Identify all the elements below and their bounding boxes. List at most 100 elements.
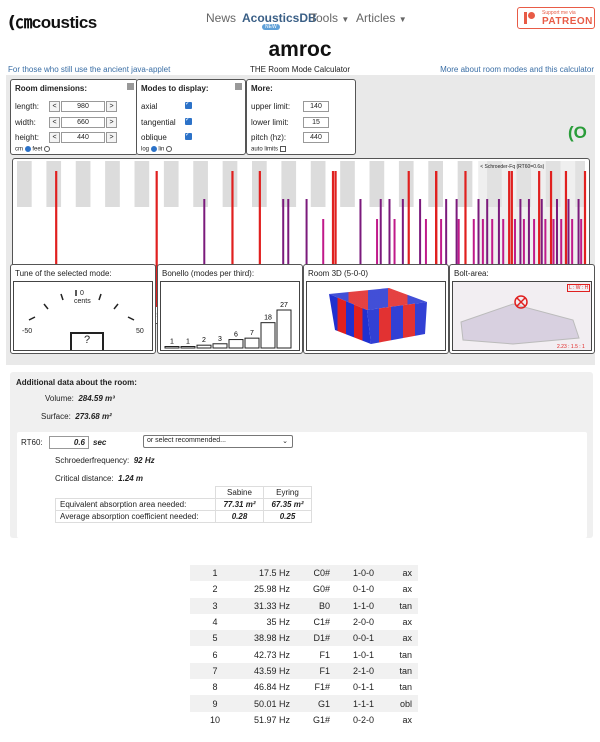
length-decrease-button[interactable]: < [49, 101, 60, 112]
bonello-bar [276, 309, 292, 349]
nav-news[interactable]: News [206, 11, 237, 25]
mode-row[interactable]: 2 25.98 Hz G0# 0-1-0 ax [190, 581, 418, 597]
bolt-area-title: Bolt-area: [454, 269, 489, 278]
mode-type: tan [399, 649, 412, 660]
mode-mode: 1-0-1 [352, 649, 374, 660]
mode-note: G1# [312, 714, 330, 725]
mode-type: ax [380, 565, 418, 582]
java-applet-link[interactable]: For those who still use the ancient java… [8, 65, 171, 74]
bolt-area-icon [460, 295, 580, 345]
pitch-label: pitch (hz): [251, 133, 287, 142]
height-input[interactable]: 440 [61, 132, 105, 143]
upper-limit-input[interactable]: 140 [303, 101, 329, 112]
oblique-checkbox[interactable] [185, 131, 192, 140]
mode-freq: 31.33 Hz [240, 597, 296, 614]
page-title: amroc [268, 38, 332, 61]
width-decrease-button[interactable]: < [49, 117, 60, 128]
piano-key [46, 161, 62, 207]
loading-icon: (O [568, 123, 587, 142]
piano-key [163, 161, 179, 207]
axial-checkbox[interactable] [185, 100, 192, 109]
bolt-ratio-label: 2.23 : 1.5 : 1 [557, 344, 585, 350]
more-title: More: [251, 84, 273, 93]
width-increase-button[interactable]: > [106, 117, 117, 128]
calculator-panel: Room dimensions: length: < 980 > width: … [6, 75, 595, 365]
additional-data-section: Additional data about the room: Volume: … [10, 372, 593, 538]
patreon-icon [524, 12, 535, 24]
mode-row[interactable]: 7 43.59 Hz F1 2-1-0 tan [190, 662, 418, 680]
mode-mode: 2-0-0 [352, 617, 374, 628]
piano-key [222, 161, 238, 207]
mode-note: G0# [312, 584, 330, 595]
height-decrease-button[interactable]: < [49, 132, 60, 143]
height-label: height: [15, 133, 40, 142]
mode-freq: 43.59 Hz [240, 662, 296, 680]
room-3d-icon [329, 288, 427, 344]
mode-freq: 35 Hz [266, 617, 290, 628]
tangential-label: tangential [141, 118, 176, 127]
modes-display-title: Modes to display: [141, 84, 209, 93]
help-icon[interactable] [235, 83, 242, 90]
mode-row[interactable]: 8 46.84 Hz F1# 0-1-1 tan [190, 679, 418, 695]
bonello-chart: 1 1 2 3 6 7 18 27 [164, 302, 292, 349]
tangential-checkbox[interactable] [185, 116, 192, 125]
tune-title: Tune of the selected mode: [15, 269, 112, 278]
bolt-lwh-label: L : W : H [567, 284, 591, 292]
tuning-dial-icon [28, 290, 135, 321]
bonello-bar [196, 344, 212, 349]
mode-row[interactable]: 1 17.5 Hz C0# 1-0-0 ax [190, 565, 418, 582]
more-about-link[interactable]: More about room modes and this calculato… [440, 65, 594, 74]
mode-n: 4 [212, 617, 218, 628]
piano-key [281, 161, 297, 207]
patreon-button[interactable]: Support me via PATREON [517, 7, 595, 29]
nav-articles[interactable]: Articles ▼ [356, 11, 407, 25]
eyring-header: Eyring [263, 486, 312, 499]
mode-type: ax [380, 630, 418, 647]
room-3d-box: Room 3D (5-0-0) [303, 264, 449, 354]
room-3d-view[interactable] [306, 281, 446, 351]
bonello-bar [244, 337, 260, 349]
scale-selector[interactable]: log lin [141, 146, 173, 153]
bonello-bar-label: 27 [280, 302, 288, 309]
mode-n: 7 [190, 662, 240, 680]
rt60-input[interactable]: 0.6 [49, 436, 89, 449]
nav-acousticsdb[interactable]: AcousticsDB [242, 11, 317, 25]
mode-row[interactable]: 3 31.33 Hz B0 1-1-0 tan [190, 597, 418, 614]
mode-row[interactable]: 9 50.01 Hz G1 1-1-1 obl [190, 695, 418, 712]
length-increase-button[interactable]: > [106, 101, 117, 112]
mode-row[interactable]: 5 38.98 Hz D1# 0-0-1 ax [190, 630, 418, 647]
mode-freq: 51.97 Hz [253, 714, 290, 725]
length-input[interactable]: 980 [61, 101, 105, 112]
mode-mode: 0-1-0 [352, 584, 374, 595]
unit-selector[interactable]: cm feet [15, 146, 51, 153]
absorption-area-label: Equivalent absorption area needed: [55, 498, 216, 511]
rt60-recommended-select[interactable]: or select recommended... ⌄ [143, 435, 293, 448]
pitch-input[interactable]: 440 [303, 132, 329, 143]
new-badge: NEW [262, 24, 280, 30]
piano-key [340, 161, 355, 207]
patreon-small-text: Support me via [542, 10, 576, 16]
site-logo[interactable]: (㎝coustics [8, 13, 97, 33]
mode-mode: 0-0-1 [336, 630, 380, 647]
bonello-bar-label: 2 [202, 337, 206, 344]
mode-type: obl [380, 695, 418, 712]
mode-row[interactable]: 6 42.73 Hz F1 1-0-1 tan [190, 646, 418, 662]
auto-limits-option[interactable]: auto limits [251, 146, 286, 153]
mode-mode: 1-0-0 [336, 565, 380, 582]
help-icon[interactable] [127, 83, 134, 90]
nav-tools[interactable]: Tools ▼ [310, 11, 350, 25]
mode-freq: 17.5 Hz [240, 565, 296, 582]
piano-key [369, 161, 385, 207]
top-navigation: (㎝coustics News AcousticsDB NEW Tools ▼ … [0, 0, 600, 36]
mode-freq: 42.73 Hz [253, 649, 290, 660]
mode-mode: 1-1-0 [336, 597, 380, 614]
bonello-bar-label: 1 [170, 339, 174, 346]
width-input[interactable]: 660 [61, 117, 105, 128]
mode-row[interactable]: 10 51.97 Hz G1# 0-2-0 ax [190, 712, 418, 728]
mode-n: 5 [190, 630, 240, 647]
height-increase-button[interactable]: > [106, 132, 117, 143]
lower-limit-input[interactable]: 15 [303, 117, 329, 128]
bonello-bar [260, 322, 276, 349]
mode-row[interactable]: 4 35 Hz C1# 2-0-0 ax [190, 614, 418, 630]
mode-chart-svg: < Schroeder-Fq (RT60=0.6s)15172022242630… [14, 161, 587, 319]
